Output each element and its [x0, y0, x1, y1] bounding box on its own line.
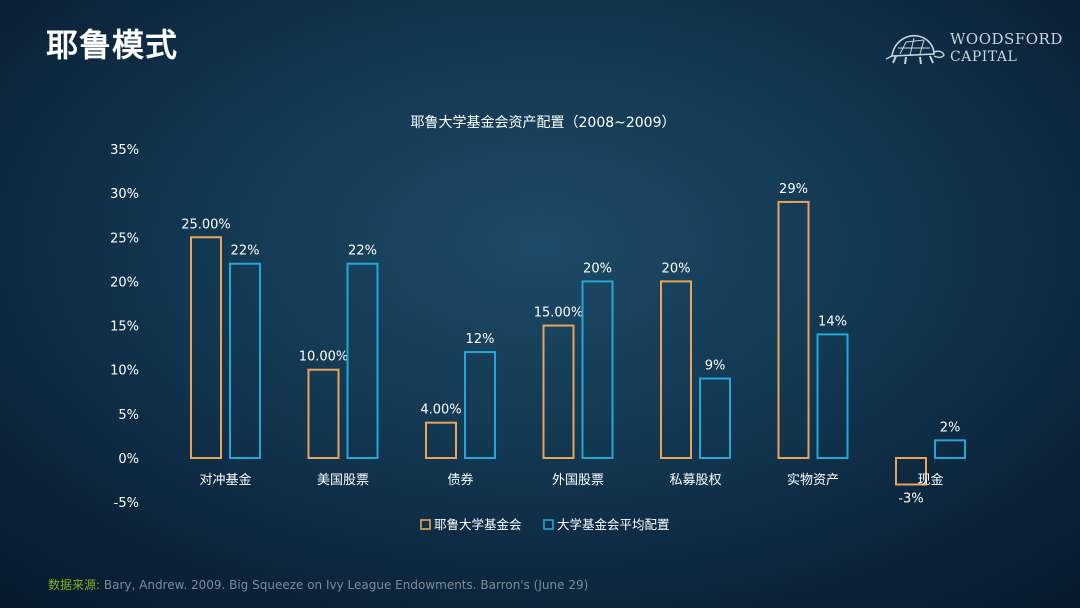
legend-label: 耶鲁大学基金会: [434, 517, 522, 532]
category-label: 债券: [447, 472, 473, 488]
bar-series-2: [816, 333, 849, 460]
legend-label: 大学基金会平均配置: [557, 517, 670, 532]
data-label: 29%: [779, 182, 808, 197]
y-tick-label: 35%: [110, 143, 139, 158]
category-label: 外国股票: [552, 473, 604, 488]
data-label: 20%: [662, 261, 691, 276]
y-tick-label: 20%: [110, 275, 139, 290]
category-label: 美国股票: [317, 473, 369, 488]
slide-title: 耶鲁模式: [46, 26, 179, 64]
bar-series-1: [895, 457, 927, 486]
legend: 耶鲁大学基金会 大学基金会平均配置: [420, 517, 670, 532]
bar-series-2: [699, 377, 731, 459]
bar-series-1: [660, 280, 692, 459]
source-note: 数据来源: Bary, Andrew. 2009. Big Squeeze on…: [48, 576, 588, 593]
bar-series-1: [307, 368, 340, 460]
bar-series-2: [346, 262, 379, 459]
y-tick-label: -5%: [114, 496, 139, 511]
data-label: 14%: [818, 314, 847, 329]
category-label: 现金: [917, 472, 943, 488]
data-label: 9%: [705, 359, 726, 374]
bar-series-1: [542, 324, 575, 459]
legend-swatch: [420, 519, 431, 530]
data-label: 22%: [348, 244, 377, 259]
data-label: 22%: [231, 244, 260, 259]
y-tick-label: 5%: [118, 408, 139, 423]
data-label: 15.00%: [534, 306, 584, 321]
logo-text-line2: CAPITAL: [950, 49, 1018, 65]
bar-series-2: [464, 351, 496, 460]
data-label: 25.00%: [181, 217, 231, 232]
y-tick-label: 0%: [118, 452, 139, 467]
company-logo: WOODSFORD CAPITAL: [884, 28, 1064, 68]
y-axis: -5% 0% 5% 10% 15% 20% 25% 30% 35%: [110, 143, 139, 511]
data-label: 4.00%: [420, 403, 461, 418]
bar-series-1: [190, 236, 222, 459]
bar-series-2: [581, 280, 614, 459]
turtle-logo-icon: [885, 34, 945, 65]
y-tick-label: 15%: [110, 320, 139, 335]
y-tick-label: 10%: [110, 364, 139, 379]
bar-series-1: [777, 200, 810, 459]
chart-title: 耶鲁大学基金会资产配置（2008~2009）: [411, 114, 676, 131]
data-label: 12%: [466, 332, 495, 347]
data-label: 10.00%: [299, 350, 349, 365]
bar-series-2: [229, 262, 261, 459]
data-label: 20%: [583, 261, 612, 276]
category-label: 对冲基金: [199, 472, 251, 488]
source-label: 数据来源:: [48, 578, 101, 592]
bar-series-2: [934, 439, 966, 459]
logo-text-line1: WOODSFORD: [950, 30, 1063, 48]
y-tick-label: 25%: [110, 231, 139, 246]
data-label: -3%: [898, 491, 923, 506]
bars: 25.00% 10.00% 4.00% 15.00% 20% 29% -3% 22% 22% 12…: [181, 182, 966, 506]
y-tick-label: 30%: [110, 187, 139, 202]
category-label: 实物资产: [787, 473, 839, 488]
asset-allocation-chart: 耶鲁大学基金会资产配置（2008~2009） -5%0%5%10%15%20%2…: [110, 114, 966, 532]
legend-swatch: [543, 519, 554, 530]
data-label: 2%: [940, 420, 961, 435]
category-label: 私募股权: [669, 472, 721, 488]
bar-series-1: [425, 421, 457, 459]
source-text: Bary, Andrew. 2009. Big Squeeze on Ivy L…: [103, 578, 589, 592]
category-labels: 对冲基金 美国股票 债券 外国股票 私募股权 实物资产 现金: [199, 472, 943, 488]
